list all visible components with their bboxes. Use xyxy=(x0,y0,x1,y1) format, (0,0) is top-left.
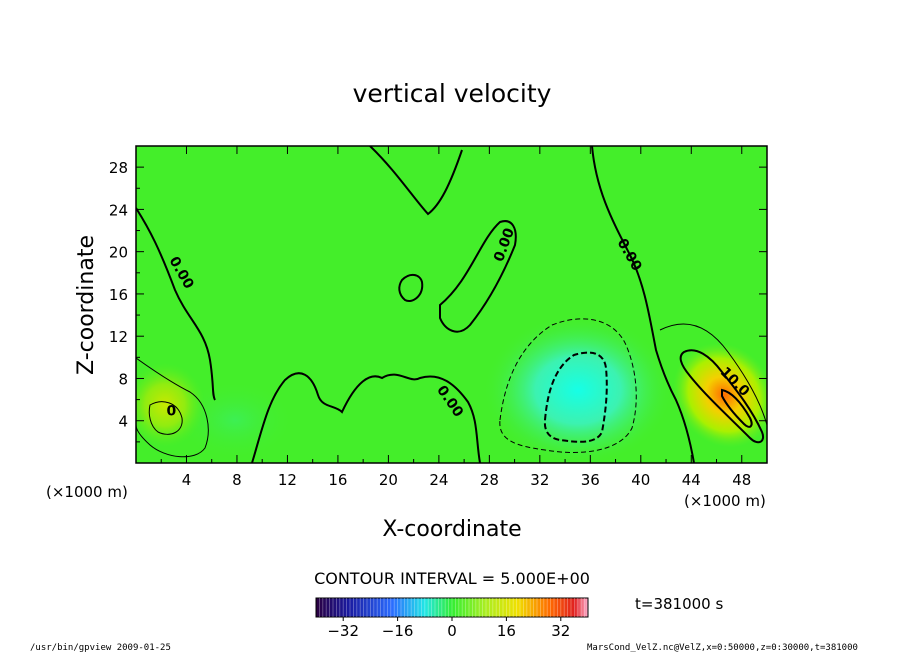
footer-left: /usr/bin/gpview 2009-01-25 xyxy=(30,643,171,653)
field-shading xyxy=(136,146,767,463)
x-tick-label: 16 xyxy=(328,471,347,489)
contour-interval: CONTOUR INTERVAL = 5.000E+00 xyxy=(314,569,590,588)
x-tick-label: 48 xyxy=(732,471,751,489)
x-tick-label: 4 xyxy=(182,471,192,489)
zero-contours xyxy=(136,146,695,463)
y-tick-label: 24 xyxy=(109,201,128,219)
x-tick-label: 8 xyxy=(232,471,242,489)
soft-region-left xyxy=(175,380,295,460)
y-tick-label: 16 xyxy=(109,286,128,304)
zero-contour-center xyxy=(439,220,517,333)
x-tick-label: 36 xyxy=(581,471,600,489)
zero-contour-low-ridge xyxy=(251,372,481,463)
colorbar: −32 −16 0 16 32 xyxy=(315,597,589,640)
time-stamp: t=381000 s xyxy=(635,595,723,613)
positive-contours xyxy=(136,323,767,458)
colorbar-tick-label: 32 xyxy=(551,622,570,640)
y-tick-label: 4 xyxy=(118,413,128,431)
colorbar-tick-label: −32 xyxy=(327,622,359,640)
y-tick-label: 20 xyxy=(109,244,128,262)
x-tick-label: 24 xyxy=(429,471,448,489)
zero-contour-top xyxy=(369,146,463,216)
y-axis-label: Z-coordinate xyxy=(74,235,99,375)
chart-title: vertical velocity xyxy=(353,79,552,108)
colorbar-tick-label: 16 xyxy=(497,622,516,640)
zero-contour-left xyxy=(136,207,216,401)
x-unit-label-right: (×1000 m) xyxy=(684,492,766,510)
negative-contours xyxy=(499,318,637,453)
updraft-contour-10 xyxy=(679,349,764,444)
zero-contour-right xyxy=(591,146,695,463)
y-axis: 4 8 12 16 20 24 28 xyxy=(109,159,767,443)
x-tick-label: 40 xyxy=(631,471,650,489)
updraft-contour-15 xyxy=(721,388,753,428)
x-axis-label: X-coordinate xyxy=(382,517,521,542)
positive-contour-left-outer xyxy=(136,357,209,458)
downdraft-contour-outer xyxy=(499,318,637,453)
x-tick-label: 32 xyxy=(530,471,549,489)
x-tick-label: 44 xyxy=(682,471,701,489)
colorbar-ticks: −32 −16 0 16 32 xyxy=(327,617,570,640)
negative-contours-strong xyxy=(543,351,608,443)
downdraft-shading xyxy=(483,315,673,463)
x-unit-label-left: (×1000 m) xyxy=(46,483,128,501)
positive-contours-strong xyxy=(679,349,764,444)
colorbar-tick-label: −16 xyxy=(382,622,414,640)
y-tick-label: 8 xyxy=(118,370,128,388)
x-tick-label: 28 xyxy=(480,471,499,489)
y-tick-label: 12 xyxy=(109,328,128,346)
colorbar-stripes xyxy=(318,598,585,617)
updraft-shading-right xyxy=(672,342,767,448)
x-tick-label: 12 xyxy=(278,471,297,489)
footer-right: MarsCond_VelZ.nc@VelZ,x=0:50000,z=0:3000… xyxy=(587,643,858,653)
positive-contour-right-outer xyxy=(659,323,767,426)
colorbar-tick-label: 0 xyxy=(447,622,457,640)
downdraft-contour-inner xyxy=(543,351,608,443)
plot-frame xyxy=(135,145,768,464)
x-axis: 4 8 12 16 20 24 28 32 36 40 44 48 xyxy=(160,146,751,489)
zero-contour-lobe xyxy=(398,274,424,302)
contour-label: 0 xyxy=(166,403,176,419)
x-tick-label: 20 xyxy=(379,471,398,489)
positive-contour-left-inner xyxy=(148,401,183,435)
y-tick-label: 28 xyxy=(109,159,128,177)
